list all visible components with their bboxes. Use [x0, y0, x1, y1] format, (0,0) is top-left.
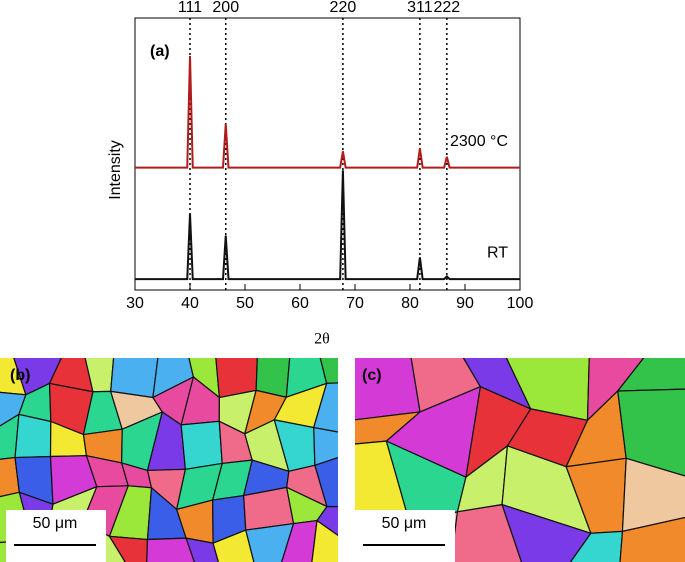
x-tick-label: 100: [507, 295, 534, 312]
reference-label: 311: [407, 0, 433, 16]
grain: [108, 535, 149, 562]
x-axis-label: 2θ: [314, 331, 330, 348]
series-label: RT: [487, 244, 508, 261]
grain: [616, 358, 685, 392]
scale-label: 50 μm: [382, 515, 427, 532]
grain: [185, 537, 219, 562]
grain: [311, 519, 338, 562]
grain: [501, 503, 592, 562]
series-line: [135, 56, 520, 169]
y-axis-label: Intensity: [107, 140, 124, 200]
series-line: [135, 170, 520, 281]
x-tick-label: 50: [236, 295, 254, 312]
reference-label: 200: [212, 0, 239, 16]
grain: [14, 413, 52, 459]
grain-map: [355, 358, 685, 562]
grain: [146, 537, 195, 562]
grain: [243, 486, 295, 531]
scale-box: [355, 510, 455, 562]
panel-label: (a): [150, 43, 170, 60]
plot-frame: [134, 17, 521, 291]
grain: [619, 516, 685, 562]
x-tick-label: 80: [401, 295, 419, 312]
x-tick-label: 60: [291, 295, 309, 312]
grain: [313, 426, 338, 467]
grain: [312, 382, 338, 433]
grain: [569, 530, 624, 562]
grain: [245, 522, 295, 562]
grain: [255, 358, 291, 398]
grain: [319, 358, 338, 385]
grain: [316, 505, 338, 537]
panel-label: (c): [362, 367, 382, 384]
reference-label: 222: [433, 0, 460, 16]
grain: [212, 529, 255, 562]
grain: [355, 358, 421, 421]
panel-label: (b): [10, 367, 30, 384]
grain: [110, 358, 159, 399]
x-tick-label: 40: [181, 295, 199, 312]
x-tick-label: 30: [126, 295, 144, 312]
x-tick-label: 70: [346, 295, 364, 312]
x-tick-label: 90: [456, 295, 474, 312]
reference-label: 220: [330, 0, 357, 16]
grain: [617, 388, 685, 477]
grain: [621, 457, 685, 533]
series-label: 2300 °C: [450, 133, 508, 150]
grain: [314, 456, 338, 508]
grain: [215, 358, 258, 399]
grain: [281, 519, 318, 562]
reference-label: 111: [178, 0, 202, 16]
scale-box: [6, 510, 106, 562]
scale-label: 50 μm: [33, 515, 78, 532]
grain: [180, 420, 223, 471]
